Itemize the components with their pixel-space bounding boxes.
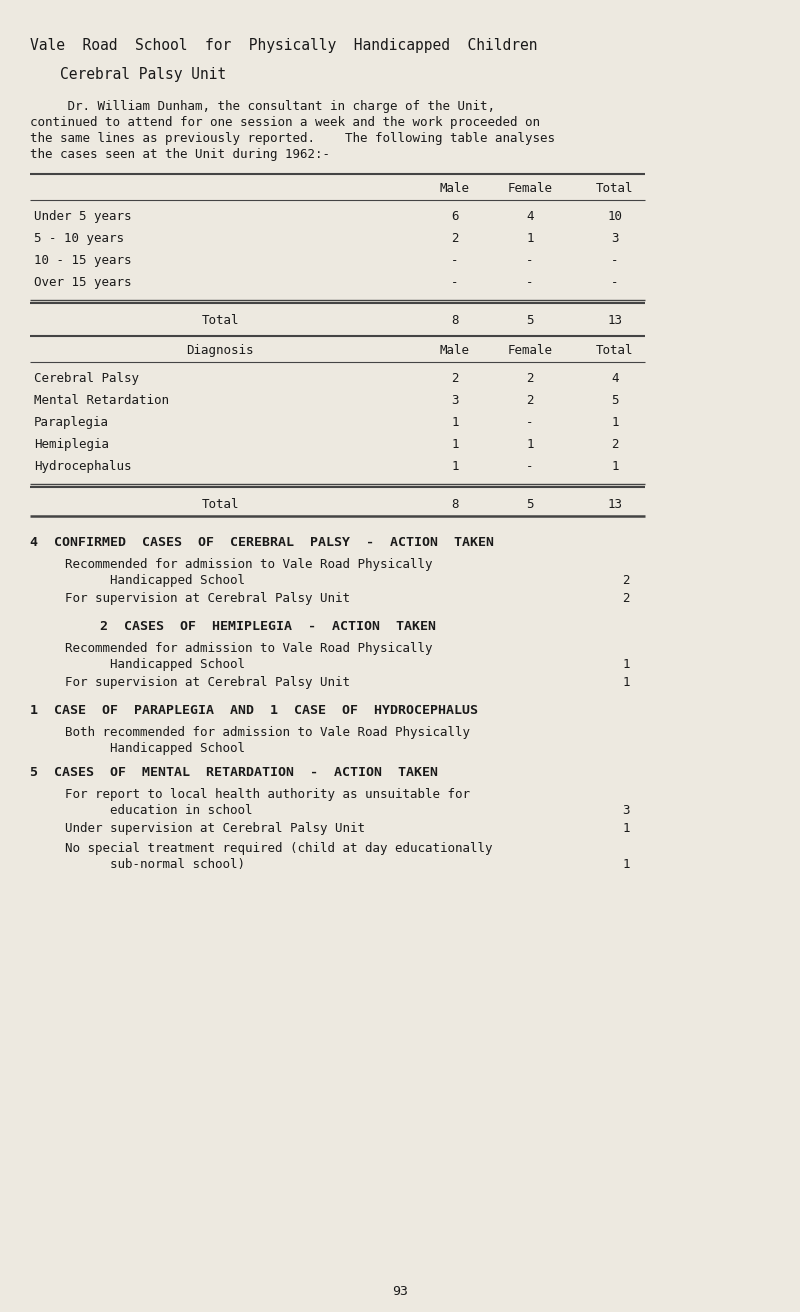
Text: 2: 2	[526, 373, 534, 384]
Text: 2: 2	[451, 232, 458, 245]
Text: -: -	[451, 255, 458, 268]
Text: 5: 5	[611, 394, 618, 407]
Text: 1  CASE  OF  PARAPLEGIA  AND  1  CASE  OF  HYDROCEPHALUS: 1 CASE OF PARAPLEGIA AND 1 CASE OF HYDRO…	[30, 705, 478, 716]
Text: 13: 13	[607, 499, 622, 510]
Text: 2: 2	[526, 394, 534, 407]
Text: Male: Male	[440, 182, 470, 195]
Text: -: -	[526, 255, 534, 268]
Text: 5: 5	[526, 314, 534, 327]
Text: 3: 3	[611, 232, 618, 245]
Text: 1: 1	[611, 416, 618, 429]
Text: For report to local health authority as unsuitable for: For report to local health authority as …	[65, 789, 470, 802]
Text: Total: Total	[202, 314, 238, 327]
Text: 1: 1	[451, 438, 458, 451]
Text: For supervision at Cerebral Palsy Unit: For supervision at Cerebral Palsy Unit	[65, 676, 350, 689]
Text: Under 5 years: Under 5 years	[34, 210, 131, 223]
Text: Female: Female	[507, 344, 553, 357]
Text: 2: 2	[622, 575, 630, 586]
Text: Both recommended for admission to Vale Road Physically: Both recommended for admission to Vale R…	[65, 726, 470, 739]
Text: 2: 2	[451, 373, 458, 384]
Text: education in school: education in school	[80, 804, 253, 817]
Text: Paraplegia: Paraplegia	[34, 416, 109, 429]
Text: Handicapped School: Handicapped School	[80, 743, 245, 754]
Text: 8: 8	[451, 314, 458, 327]
Text: 1: 1	[622, 823, 630, 834]
Text: Total: Total	[596, 182, 634, 195]
Text: -: -	[611, 255, 618, 268]
Text: For supervision at Cerebral Palsy Unit: For supervision at Cerebral Palsy Unit	[65, 592, 350, 605]
Text: Vale  Road  School  for  Physically  Handicapped  Children: Vale Road School for Physically Handicap…	[30, 38, 538, 52]
Text: 1: 1	[622, 659, 630, 670]
Text: 5: 5	[526, 499, 534, 510]
Text: 6: 6	[451, 210, 458, 223]
Text: No special treatment required (child at day educationally: No special treatment required (child at …	[65, 842, 493, 855]
Text: -: -	[526, 416, 534, 429]
Text: Dr. William Dunham, the consultant in charge of the Unit,: Dr. William Dunham, the consultant in ch…	[30, 100, 495, 113]
Text: Handicapped School: Handicapped School	[80, 659, 245, 670]
Text: 1: 1	[451, 416, 458, 429]
Text: 2: 2	[622, 592, 630, 605]
Text: Recommended for admission to Vale Road Physically: Recommended for admission to Vale Road P…	[65, 558, 433, 571]
Text: 1: 1	[622, 858, 630, 871]
Text: Cerebral Palsy: Cerebral Palsy	[34, 373, 139, 384]
Text: 3: 3	[451, 394, 458, 407]
Text: -: -	[526, 276, 534, 289]
Text: Recommended for admission to Vale Road Physically: Recommended for admission to Vale Road P…	[65, 642, 433, 655]
Text: Diagnosis: Diagnosis	[186, 344, 254, 357]
Text: 1: 1	[451, 461, 458, 474]
Text: 2: 2	[611, 438, 618, 451]
Text: Hemiplegia: Hemiplegia	[34, 438, 109, 451]
Text: Hydrocephalus: Hydrocephalus	[34, 461, 131, 474]
Text: -: -	[451, 276, 458, 289]
Text: 10 - 15 years: 10 - 15 years	[34, 255, 131, 268]
Text: Under supervision at Cerebral Palsy Unit: Under supervision at Cerebral Palsy Unit	[65, 823, 365, 834]
Text: 10: 10	[607, 210, 622, 223]
Text: 2  CASES  OF  HEMIPLEGIA  -  ACTION  TAKEN: 2 CASES OF HEMIPLEGIA - ACTION TAKEN	[100, 621, 436, 632]
Text: 1: 1	[611, 461, 618, 474]
Text: Handicapped School: Handicapped School	[80, 575, 245, 586]
Text: Female: Female	[507, 182, 553, 195]
Text: 5  CASES  OF  MENTAL  RETARDATION  -  ACTION  TAKEN: 5 CASES OF MENTAL RETARDATION - ACTION T…	[30, 766, 438, 779]
Text: Total: Total	[596, 344, 634, 357]
Text: Total: Total	[202, 499, 238, 510]
Text: 13: 13	[607, 314, 622, 327]
Text: 4: 4	[526, 210, 534, 223]
Text: 1: 1	[526, 232, 534, 245]
Text: Male: Male	[440, 344, 470, 357]
Text: Cerebral Palsy Unit: Cerebral Palsy Unit	[60, 67, 226, 81]
Text: 93: 93	[392, 1284, 408, 1298]
Text: 4: 4	[611, 373, 618, 384]
Text: 4  CONFIRMED  CASES  OF  CEREBRAL  PALSY  -  ACTION  TAKEN: 4 CONFIRMED CASES OF CEREBRAL PALSY - AC…	[30, 537, 494, 548]
Text: continued to attend for one session a week and the work proceeded on: continued to attend for one session a we…	[30, 115, 540, 129]
Text: Mental Retardation: Mental Retardation	[34, 394, 169, 407]
Text: 1: 1	[526, 438, 534, 451]
Text: the same lines as previously reported.    The following table analyses: the same lines as previously reported. T…	[30, 133, 555, 146]
Text: sub-normal school): sub-normal school)	[80, 858, 245, 871]
Text: 5 - 10 years: 5 - 10 years	[34, 232, 124, 245]
Text: the cases seen at the Unit during 1962:-: the cases seen at the Unit during 1962:-	[30, 148, 330, 161]
Text: -: -	[526, 461, 534, 474]
Text: -: -	[611, 276, 618, 289]
Text: 1: 1	[622, 676, 630, 689]
Text: 8: 8	[451, 499, 458, 510]
Text: Over 15 years: Over 15 years	[34, 276, 131, 289]
Text: 3: 3	[622, 804, 630, 817]
